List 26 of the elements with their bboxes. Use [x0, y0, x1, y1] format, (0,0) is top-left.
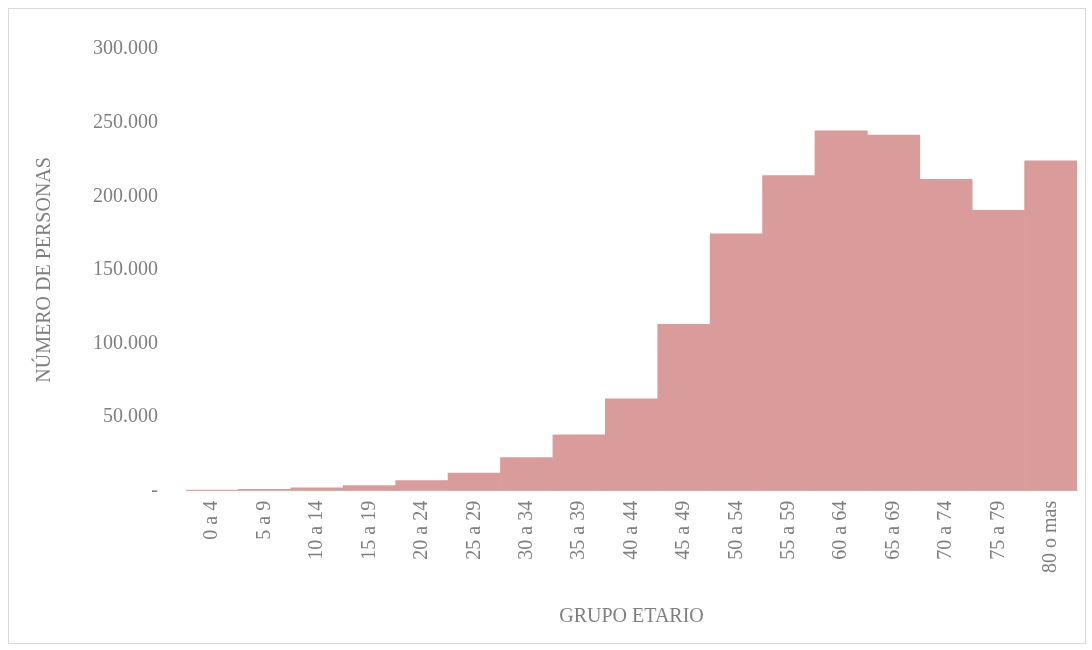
x-tick-label: 70 a 74 [933, 500, 956, 560]
x-tick-label: 25 a 29 [461, 500, 484, 560]
x-tick-label: 80 o mas [1038, 500, 1061, 573]
x-tick-label: 20 a 24 [409, 500, 432, 560]
y-tick-label: 50.000 [103, 404, 158, 427]
y-tick-label: 150.000 [93, 257, 158, 280]
x-tick-label: 5 a 9 [251, 500, 274, 540]
x-tick-label: 0 a 4 [199, 500, 222, 540]
x-tick-label: 45 a 49 [671, 500, 694, 560]
y-tick-label: 250.000 [93, 109, 158, 132]
x-tick-label: 60 a 64 [828, 500, 851, 560]
x-tick-label: 55 a 59 [776, 500, 799, 560]
x-tick-label: 10 a 14 [304, 500, 327, 560]
y-tick-label: 300.000 [93, 36, 158, 59]
x-tick-label: 40 a 44 [618, 500, 641, 560]
y-tick-label: - [151, 478, 158, 501]
y-axis-title: NÚMERO DE PERSONAS [31, 157, 55, 383]
y-tick-label: 100.000 [93, 330, 158, 353]
x-tick-label: 65 a 69 [880, 500, 903, 560]
x-axis-title: GRUPO ETARIO [559, 604, 704, 627]
x-tick-label: 30 a 34 [513, 500, 536, 560]
x-tick-label: 50 a 54 [723, 500, 746, 560]
y-tick-label: 200.000 [93, 183, 158, 206]
x-tick-label: 15 a 19 [356, 500, 379, 560]
x-tick-label: 75 a 79 [985, 500, 1008, 560]
x-tick-label: 35 a 39 [566, 500, 589, 560]
